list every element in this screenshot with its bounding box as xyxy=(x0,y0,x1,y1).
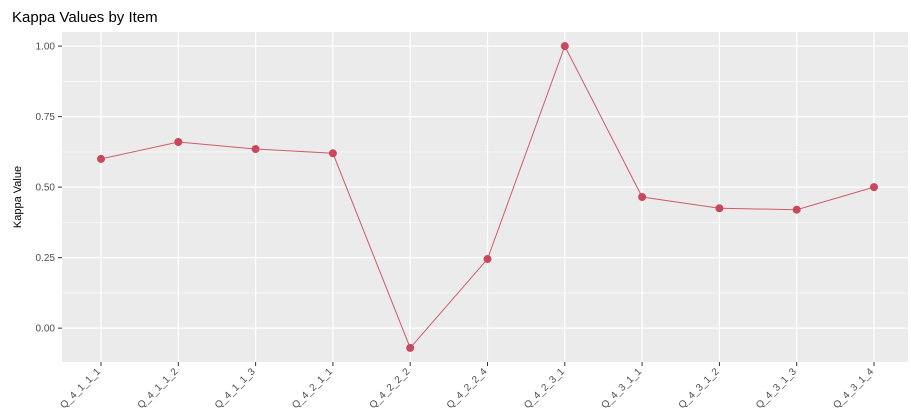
x-tick-label: Q_4_1_1_2 xyxy=(136,366,181,411)
y-tick-label: 0.75 xyxy=(36,112,56,123)
grid-lines xyxy=(62,32,908,362)
x-tick-label: Q_4_1_1_1 xyxy=(58,366,103,411)
y-tick-label: 1.00 xyxy=(36,42,56,53)
data-point xyxy=(406,343,415,352)
y-tick-label: 0.00 xyxy=(36,324,56,335)
y-tick-label: 0.25 xyxy=(36,253,56,264)
data-point xyxy=(560,42,569,51)
x-tick-label: Q_4_2_1_1 xyxy=(290,366,335,411)
data-point xyxy=(174,138,183,146)
y-axis-label: Kappa Value xyxy=(12,166,24,228)
plot-panel xyxy=(62,32,908,362)
x-axis: Q_4_1_1_1 Q_4_1_1_2 Q_4_1_1_3 Q_4_2_1_1 Q_4_… xyxy=(58,362,876,411)
data-point xyxy=(251,145,260,154)
data-point xyxy=(715,204,724,213)
x-tick-label: Q_4_3_1_2 xyxy=(677,366,722,411)
x-tick-label: Q_4_3_1_1 xyxy=(599,366,644,411)
x-tick-label: Q_4_2_2_4 xyxy=(445,366,490,411)
data-point xyxy=(792,205,801,214)
y-axis: 0.00 0.25 0.50 0.75 1.00 xyxy=(36,42,62,335)
series-kappa xyxy=(97,42,878,352)
data-point xyxy=(870,183,878,192)
x-tick-label: Q_4_3_1_3 xyxy=(754,366,799,411)
data-point xyxy=(638,193,647,201)
x-tick-label: Q_4_2_2_2 xyxy=(368,366,413,411)
x-tick-label: Q_4_3_1_4 xyxy=(831,366,876,411)
data-point xyxy=(97,154,105,163)
y-tick-label: 0.50 xyxy=(36,183,56,194)
x-tick-label: Q_4_1_1_3 xyxy=(213,366,258,411)
data-point xyxy=(483,255,492,264)
x-tick-label: Q_4_2_3_1 xyxy=(522,366,567,411)
chart-title: Kappa Values by Item xyxy=(12,9,158,26)
data-point xyxy=(328,149,337,158)
